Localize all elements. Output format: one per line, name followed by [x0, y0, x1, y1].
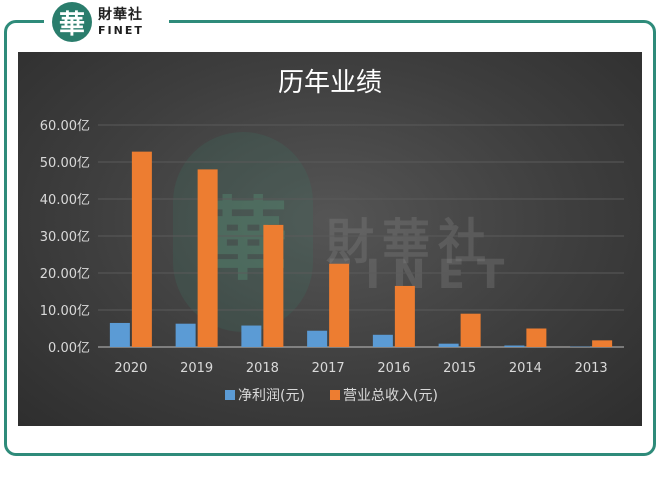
legend-label: 净利润(元) [238, 388, 305, 404]
chart-title: 历年业绩 [277, 68, 382, 98]
bar-revenue [592, 340, 613, 347]
bar-revenue [263, 224, 284, 347]
brand-text: 財華社 FINET [98, 8, 144, 36]
brand-logo: 華 財華社 FINET [44, 0, 169, 44]
x-tick-label: 2020 [114, 361, 147, 376]
content-frame [4, 20, 656, 456]
y-tick-label: 60.00亿 [40, 119, 90, 134]
legend-swatch [225, 390, 235, 400]
bar-revenue [394, 285, 415, 347]
bar-chart: 0.00亿 10.00亿 20.00亿 30.00亿 40.00亿 50.00亿 60.00… [40, 119, 624, 404]
bar-net-profit [307, 330, 328, 347]
x-tick-label: 2016 [377, 361, 410, 376]
y-tick-label: 0.00亿 [48, 341, 90, 356]
bar-revenue [131, 151, 152, 347]
legend-swatch [330, 390, 340, 400]
brand-name-en: FINET [98, 24, 144, 37]
brand-seal-icon: 華 [52, 2, 92, 42]
bar-net-profit [109, 322, 130, 347]
y-tick-label: 20.00亿 [40, 267, 90, 282]
y-tick-label: 10.00亿 [40, 304, 90, 319]
x-tick-label: 2013 [575, 361, 608, 376]
x-tick-label: 2019 [180, 361, 213, 376]
bar-net-profit [372, 334, 393, 347]
bar-revenue [197, 169, 218, 347]
y-tick-label: 30.00亿 [40, 230, 90, 245]
x-tick-label: 2014 [509, 361, 542, 376]
bar-revenue [329, 263, 350, 347]
x-tick-label: 2017 [312, 361, 345, 376]
chart-area: 華 財華社 FINET 历年业绩 0.00亿 10.00亿 20.00亿 30.00亿… [18, 52, 642, 426]
bar-net-profit [175, 323, 196, 347]
y-tick-label: 50.00亿 [40, 156, 90, 171]
watermark-text-en: FINET [326, 252, 517, 298]
x-tick-label: 2015 [443, 361, 476, 376]
watermark-text-cn: 財華社 [326, 214, 495, 270]
brand-name-cn: 財華社 [98, 7, 143, 23]
bar-net-profit [241, 325, 262, 347]
x-tick-label: 2018 [246, 361, 279, 376]
legend-label: 营业总收入(元) [343, 388, 438, 404]
bar-revenue [526, 328, 547, 347]
bar-net-profit [504, 345, 525, 347]
y-tick-label: 40.00亿 [40, 193, 90, 208]
bar-net-profit [438, 343, 459, 347]
bar-revenue [460, 313, 481, 347]
